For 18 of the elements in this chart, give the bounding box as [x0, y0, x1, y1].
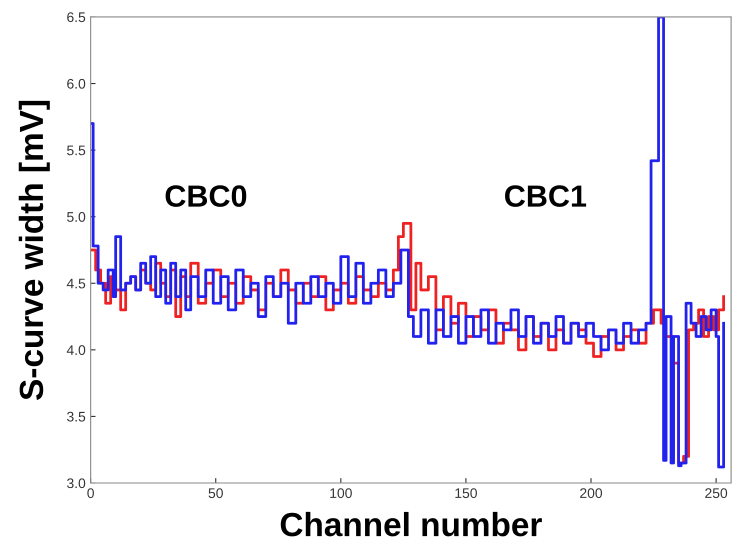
y-tick-label: 6.0	[67, 78, 86, 89]
x-axis-title: Channel number	[280, 512, 542, 536]
y-tick-label: 5.0	[67, 212, 86, 222]
annotation: CBC1	[505, 185, 586, 207]
y-tick-label: 6.5	[67, 12, 86, 22]
x-tick-label: 50	[208, 488, 223, 498]
x-tick-label: 100	[330, 488, 352, 498]
x-tick-label: 200	[580, 488, 602, 498]
y-tick-label: 4.5	[66, 278, 86, 288]
x-tick-label: 150	[455, 488, 477, 498]
y-tick-label: 3.0	[67, 478, 86, 488]
annotation: CBC0	[166, 185, 246, 207]
x-tick-label: 250	[705, 488, 728, 498]
y-tick-label: 3.5	[67, 412, 86, 422]
y-tick-label: 4.0	[66, 345, 86, 356]
y-tick-label: 5.5	[67, 146, 86, 156]
x-tick-label: 0	[87, 488, 94, 498]
y-axis-title: S-curve width [mV]	[18, 100, 50, 400]
